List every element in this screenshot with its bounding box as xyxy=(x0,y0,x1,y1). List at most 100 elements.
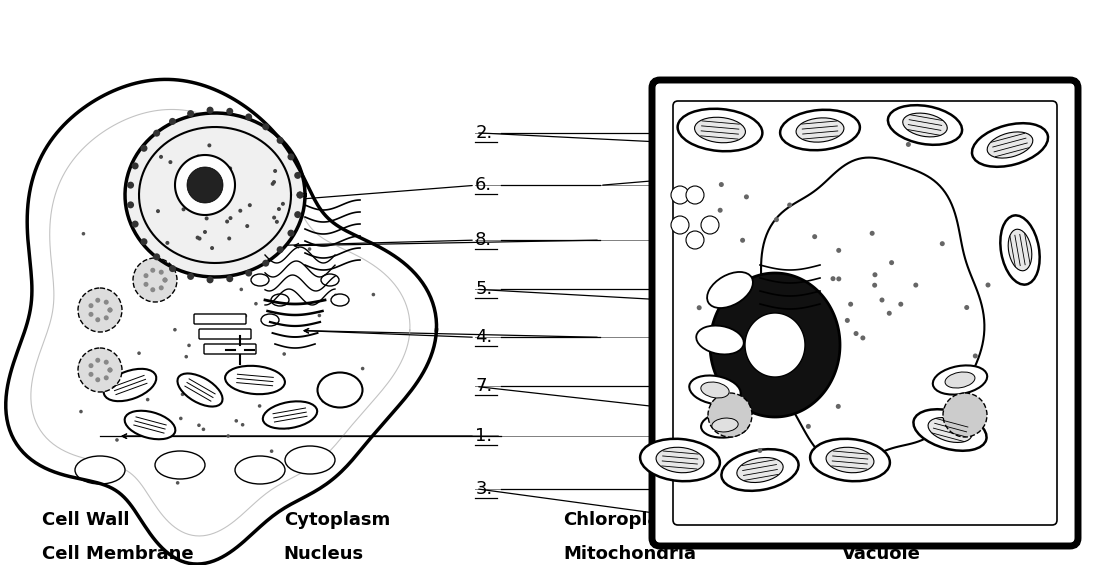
Circle shape xyxy=(740,238,745,243)
Ellipse shape xyxy=(945,372,975,388)
Text: 2.: 2. xyxy=(475,124,493,142)
Circle shape xyxy=(229,216,232,220)
Circle shape xyxy=(196,155,200,159)
Circle shape xyxy=(195,181,198,185)
FancyBboxPatch shape xyxy=(652,80,1078,546)
Ellipse shape xyxy=(318,372,363,407)
Circle shape xyxy=(264,388,267,391)
Circle shape xyxy=(108,367,112,372)
Circle shape xyxy=(280,202,285,206)
Circle shape xyxy=(227,434,230,438)
Circle shape xyxy=(207,107,213,114)
Polygon shape xyxy=(761,158,984,464)
Circle shape xyxy=(226,220,229,224)
Circle shape xyxy=(103,375,109,380)
Circle shape xyxy=(887,311,892,316)
Circle shape xyxy=(165,241,169,245)
Circle shape xyxy=(740,388,745,393)
Circle shape xyxy=(939,241,945,246)
Ellipse shape xyxy=(796,118,844,142)
Circle shape xyxy=(245,114,252,120)
Circle shape xyxy=(180,393,185,396)
Ellipse shape xyxy=(701,382,729,398)
Circle shape xyxy=(297,192,304,198)
Circle shape xyxy=(337,393,340,396)
Circle shape xyxy=(210,246,214,250)
FancyBboxPatch shape xyxy=(204,344,256,354)
Circle shape xyxy=(872,272,878,277)
Circle shape xyxy=(79,410,82,414)
Circle shape xyxy=(277,207,280,211)
Circle shape xyxy=(141,145,147,152)
Text: 5.: 5. xyxy=(475,280,493,298)
Circle shape xyxy=(96,318,100,322)
Circle shape xyxy=(880,298,884,302)
Circle shape xyxy=(108,307,112,312)
Circle shape xyxy=(283,352,286,356)
Circle shape xyxy=(671,216,689,234)
Ellipse shape xyxy=(987,132,1033,158)
Text: Cell Membrane: Cell Membrane xyxy=(42,545,194,563)
Text: Mitochondria: Mitochondria xyxy=(563,545,696,563)
Circle shape xyxy=(800,298,804,303)
Circle shape xyxy=(854,331,858,336)
Ellipse shape xyxy=(1000,215,1040,285)
Circle shape xyxy=(696,305,702,310)
Circle shape xyxy=(169,265,176,272)
Circle shape xyxy=(836,248,842,253)
Circle shape xyxy=(806,424,811,429)
Circle shape xyxy=(788,202,792,207)
Circle shape xyxy=(262,123,270,131)
Ellipse shape xyxy=(826,447,873,473)
Circle shape xyxy=(163,277,167,282)
Circle shape xyxy=(143,273,148,278)
Circle shape xyxy=(87,309,91,312)
Ellipse shape xyxy=(656,447,704,473)
Circle shape xyxy=(372,293,375,297)
Circle shape xyxy=(78,288,122,332)
Ellipse shape xyxy=(712,418,738,432)
Circle shape xyxy=(204,230,207,234)
Circle shape xyxy=(134,370,138,374)
Circle shape xyxy=(860,336,866,341)
Ellipse shape xyxy=(780,110,860,150)
Circle shape xyxy=(141,238,147,245)
Text: 7.: 7. xyxy=(475,377,493,395)
Circle shape xyxy=(986,282,990,288)
Circle shape xyxy=(78,348,122,392)
Circle shape xyxy=(758,448,762,453)
Circle shape xyxy=(848,302,854,307)
Circle shape xyxy=(78,362,82,366)
Circle shape xyxy=(158,285,164,290)
Circle shape xyxy=(245,224,250,228)
Circle shape xyxy=(96,377,100,383)
Polygon shape xyxy=(187,167,223,203)
Ellipse shape xyxy=(1009,229,1032,271)
Ellipse shape xyxy=(678,108,762,151)
Ellipse shape xyxy=(285,446,336,474)
Circle shape xyxy=(899,302,903,307)
Circle shape xyxy=(334,293,338,297)
Circle shape xyxy=(128,201,134,208)
Circle shape xyxy=(132,220,139,228)
Ellipse shape xyxy=(888,105,962,145)
Circle shape xyxy=(96,298,100,303)
Circle shape xyxy=(192,176,197,180)
Circle shape xyxy=(913,282,918,288)
Circle shape xyxy=(88,312,94,317)
Polygon shape xyxy=(175,155,235,215)
Circle shape xyxy=(88,372,94,377)
Circle shape xyxy=(240,288,243,291)
Circle shape xyxy=(205,216,209,220)
Circle shape xyxy=(812,234,817,239)
Ellipse shape xyxy=(810,439,890,481)
Text: Vacuole: Vacuole xyxy=(842,545,921,563)
Circle shape xyxy=(82,372,86,376)
Circle shape xyxy=(287,153,295,160)
Text: 4.: 4. xyxy=(475,328,493,346)
Circle shape xyxy=(156,209,160,213)
Circle shape xyxy=(81,232,85,236)
Circle shape xyxy=(197,423,201,427)
Polygon shape xyxy=(745,313,805,377)
Circle shape xyxy=(273,169,277,173)
